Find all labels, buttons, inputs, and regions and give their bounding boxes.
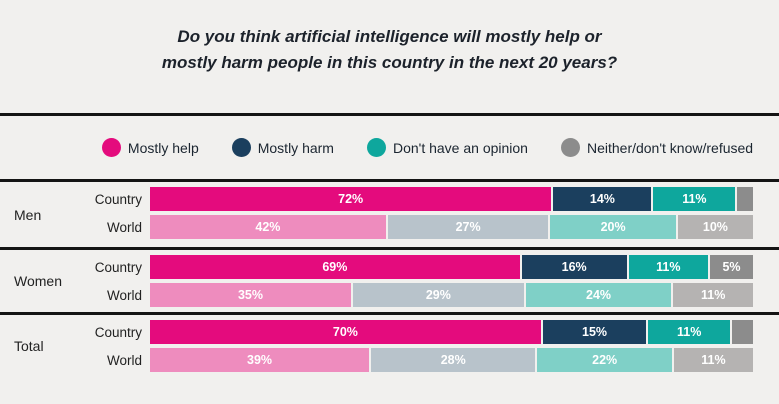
bar-segment-mostly-help: 39% — [150, 348, 370, 372]
bar-segment-neither: 11% — [673, 348, 753, 372]
bar-row-women-country: Country 69% 16% 11% 5% — [0, 255, 779, 279]
bar-segment-value: 11% — [656, 260, 681, 274]
bar-segment-value: 39% — [247, 353, 273, 367]
legend-item-mostly-harm: Mostly harm — [231, 138, 334, 157]
row-label: World — [106, 352, 142, 368]
group-women: Women Country 69% 16% 11% 5% World 35% 2… — [0, 247, 779, 312]
bar-segment-neither: 11% — [673, 283, 753, 307]
legend-item-neither: Neither/don't know/refused — [560, 138, 754, 157]
row-label: Country — [94, 259, 142, 275]
chart-title-line-2: mostly harm people in this country in th… — [161, 53, 618, 72]
bar-segment-no-opinion: 11% — [653, 187, 736, 211]
legend-label: Mostly help — [127, 139, 199, 156]
group-label: Men — [14, 206, 42, 223]
bar-row-men-country: Country 72% 14% 11% — [0, 187, 779, 211]
legend-label: Mostly harm — [257, 139, 334, 156]
bar-segment-value: 29% — [425, 288, 451, 302]
bar-segment-no-opinion: 11% — [648, 320, 731, 344]
group-total: Total Country 70% 15% 11% World 39% 28% … — [0, 312, 779, 377]
bar-segment-mostly-help: 72% — [150, 187, 552, 211]
stacked-bar: 69% 16% 11% 5% — [150, 255, 753, 279]
bar-segment-no-opinion: 20% — [550, 215, 676, 239]
legend-dot-icon — [366, 138, 386, 157]
bar-segment-no-opinion: 24% — [525, 283, 672, 307]
legend-label: Neither/don't know/refused — [586, 139, 754, 156]
row-label: Country — [94, 191, 142, 207]
bar-segment-mostly-help: 69% — [150, 255, 520, 279]
bar-segment-value: 70% — [332, 325, 358, 339]
bar-row-total-world: World 39% 28% 22% 11% — [0, 348, 779, 372]
group-men: Men Country 72% 14% 11% World 42% 27% 20… — [0, 182, 779, 247]
bar-segment-value: 14% — [589, 192, 615, 206]
stacked-bar: 70% 15% 11% — [150, 320, 753, 344]
stacked-bar: 42% 27% 20% 10% — [150, 215, 753, 239]
bar-segment-mostly-harm: 14% — [553, 187, 652, 211]
bar-segment-value: 11% — [677, 325, 702, 339]
bar-row-total-country: Country 70% 15% 11% — [0, 320, 779, 344]
bar-row-women-world: World 35% 29% 24% 11% — [0, 283, 779, 307]
row-label: Country — [94, 324, 142, 340]
bar-segment-no-opinion: 22% — [537, 348, 672, 372]
bar-segment-mostly-harm: 27% — [387, 215, 549, 239]
row-label: World — [106, 219, 142, 235]
bar-segment-value: 11% — [682, 192, 707, 206]
legend-item-no-opinion: Don't have an opinion — [366, 138, 528, 157]
legend: Mostly help Mostly harm Don't have an op… — [0, 113, 779, 182]
legend-dot-icon — [101, 138, 121, 157]
bar-segment-no-opinion: 11% — [628, 255, 708, 279]
bar-segment-value: 42% — [255, 220, 281, 234]
bar-segment-value: 11% — [701, 353, 726, 367]
bar-segment-mostly-help: 35% — [150, 283, 351, 307]
bar-segment-value: 22% — [592, 353, 618, 367]
bar-segment-value: 20% — [600, 220, 626, 234]
bar-segment-mostly-harm: 29% — [352, 283, 524, 307]
bar-segment-value: 72% — [338, 192, 364, 206]
bar-segment-mostly-help: 70% — [150, 320, 541, 344]
group-label: Women — [14, 273, 62, 289]
bar-segment-value: 11% — [701, 288, 726, 302]
legend-dot-icon — [231, 138, 251, 157]
bar-segment-value: 5% — [722, 260, 741, 274]
bar-row-men-world: World 42% 27% 20% 10% — [0, 215, 779, 239]
bar-segment-neither — [732, 320, 753, 344]
bar-segment-value: 15% — [582, 325, 608, 339]
bar-segment-neither: 10% — [677, 215, 753, 239]
stacked-bar: 35% 29% 24% 11% — [150, 283, 753, 307]
stacked-bar: 39% 28% 22% 11% — [150, 348, 753, 372]
legend-item-mostly-help: Mostly help — [101, 138, 199, 157]
bar-segment-mostly-harm: 16% — [521, 255, 627, 279]
bar-segment-neither: 5% — [709, 255, 753, 279]
stacked-bar: 72% 14% 11% — [150, 187, 753, 211]
bar-segment-mostly-harm: 28% — [371, 348, 536, 372]
bar-segment-value: 35% — [237, 288, 263, 302]
bar-segment-value: 16% — [561, 260, 587, 274]
bar-segment-neither — [737, 187, 753, 211]
legend-dot-icon — [560, 138, 580, 157]
bar-segment-mostly-help: 42% — [150, 215, 386, 239]
legend-label: Don't have an opinion — [392, 139, 528, 156]
bar-segment-value: 27% — [455, 220, 481, 234]
bar-segment-value: 69% — [322, 260, 348, 274]
bar-segment-value: 28% — [440, 353, 466, 367]
chart-title-line-1: Do you think artificial intelligence wil… — [177, 27, 602, 46]
chart-title: Do you think artificial intelligence wil… — [0, 0, 779, 113]
group-label: Total — [14, 338, 44, 354]
bar-segment-value: 10% — [702, 220, 728, 234]
row-label: World — [106, 287, 142, 303]
bar-segment-mostly-harm: 15% — [542, 320, 647, 344]
bar-segment-value: 24% — [586, 288, 612, 302]
